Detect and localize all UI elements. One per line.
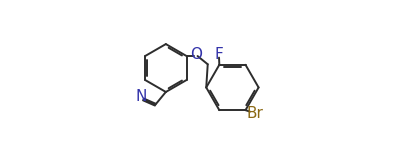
Text: O: O [190,47,202,62]
Text: Br: Br [247,106,264,121]
Text: N: N [135,89,146,104]
Text: F: F [214,47,223,62]
